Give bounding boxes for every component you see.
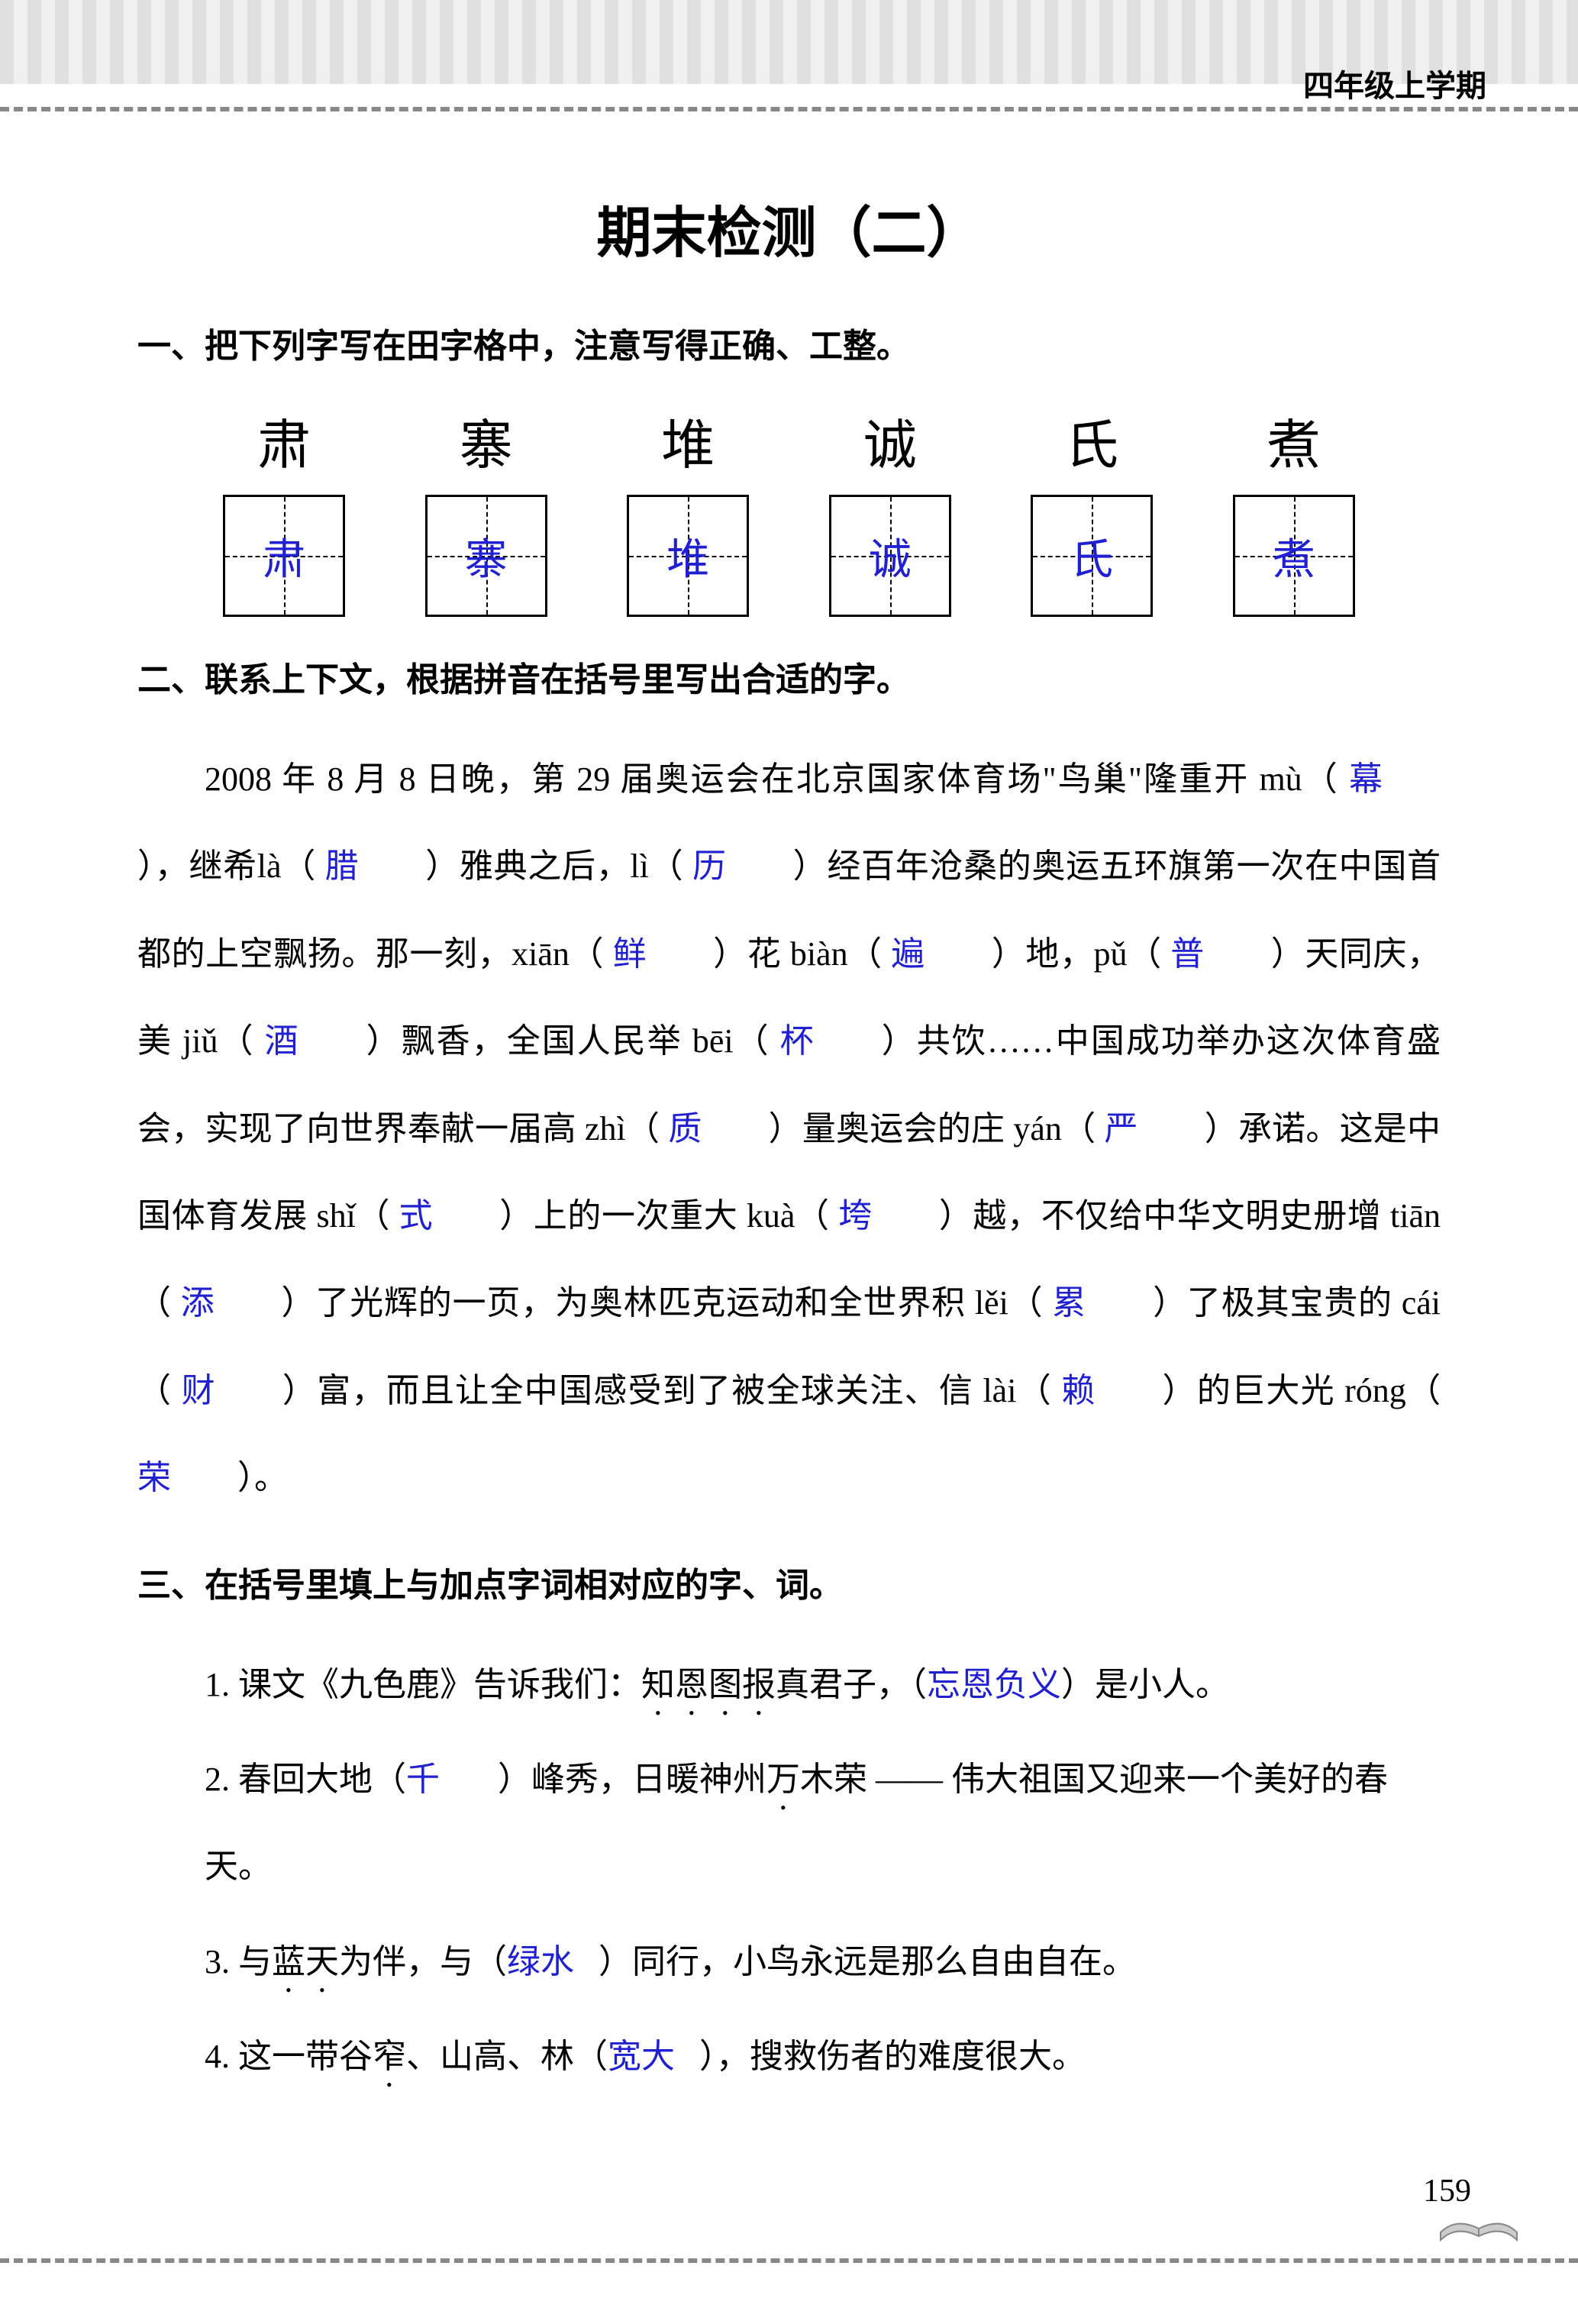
answer: 遍 <box>891 911 983 998</box>
answer: 鲜 <box>613 911 705 998</box>
text: ），继希là（ <box>137 847 316 885</box>
dotted-text: 知恩图报 <box>641 1666 776 1703</box>
grade-label: 四年级上学期 <box>1303 61 1486 105</box>
tianzi-answer: 氏 <box>1070 525 1113 587</box>
text: ）。 <box>237 1459 288 1496</box>
text: 真君子，（ <box>776 1666 927 1703</box>
text: ），搜救伤者的难度很大。 <box>699 2038 1086 2075</box>
answer: 腊 <box>325 823 417 910</box>
footer-area: 159 <box>0 2187 1578 2278</box>
tianzi-cell: 堆 <box>627 495 749 617</box>
text: ）的巨大光 róng（ <box>1163 1372 1441 1409</box>
text: 课文《九色鹿》告诉我们： <box>230 1666 641 1703</box>
answer: 普 <box>1170 911 1262 998</box>
answer: 荣 <box>137 1435 229 1522</box>
answer: 严 <box>1105 1086 1196 1173</box>
section2-paragraph: 2008 年 8 月 8 日晚，第 29 届奥运会在北京国家体育场"鸟巢"隆重开… <box>137 736 1441 1522</box>
answer: 酒 <box>265 998 357 1085</box>
tianzi-cell: 煮 <box>1233 495 1355 617</box>
item-num: 3. <box>205 1943 230 1980</box>
header-band: 四年级上学期 <box>0 0 1578 84</box>
answer: 赖 <box>1061 1348 1153 1435</box>
hanzi-char: 肃 <box>223 402 345 479</box>
answer: 累 <box>1052 1260 1144 1347</box>
section3-item: 2. 春回大地（千）峰秀，日暖神州万木荣 —— 伟大祖国又迎来一个美好的春天。 <box>205 1736 1441 1911</box>
tianzi-answer: 肃 <box>263 525 305 587</box>
text: 春回大地（ <box>230 1761 406 1798</box>
content-area: 期末检测（二） 一、把下列字写在田字格中，注意写得正确、工整。 肃 寨 堆 诚 … <box>0 111 1578 2138</box>
page-title: 期末检测（二） <box>137 188 1441 268</box>
answer: 式 <box>399 1173 491 1260</box>
dotted-text: 蓝天 <box>272 1943 339 1980</box>
answer: 质 <box>668 1086 760 1173</box>
text: ）花 biàn（ <box>713 935 883 973</box>
text: ）富，而且让全中国感受到了被全球关注、信 lài（ <box>282 1372 1052 1409</box>
text: ）飘香，全国人民举 bēi（ <box>366 1022 770 1060</box>
answer: 垮 <box>838 1173 930 1260</box>
answer: 宽大 <box>608 2013 699 2100</box>
item-num: 2. <box>205 1761 230 1798</box>
answer: 绿水 <box>507 1919 599 2006</box>
text: ）是小人。 <box>1061 1666 1229 1703</box>
hanzi-char: 氏 <box>1031 402 1153 479</box>
answer: 千 <box>406 1736 498 1823</box>
item-num: 1. <box>205 1666 230 1703</box>
text: ）地，pǔ（ <box>992 935 1162 973</box>
section3-heading: 三、在括号里填上与加点字词相对应的字、词。 <box>137 1561 1441 1611</box>
hanzi-char: 堆 <box>627 402 749 479</box>
hanzi-char: 寨 <box>425 402 547 479</box>
text: 与 <box>230 1943 272 1980</box>
tianzi-cell: 诚 <box>829 495 951 617</box>
tianzi-cell: 氏 <box>1031 495 1153 617</box>
text: ）了光辉的一页，为奥林匹克运动和全世界积 lěi（ <box>281 1284 1043 1322</box>
text: 、山高、林（ <box>406 2038 608 2075</box>
section3-item: 4. 这一带谷窄、山高、林（宽大），搜救伤者的难度很大。 <box>205 2013 1441 2100</box>
text: ）上的一次重大 kuà（ <box>499 1197 829 1235</box>
text: ）同行，小鸟永远是那么自由自在。 <box>599 1943 1136 1980</box>
tianzi-answer: 寨 <box>465 525 508 587</box>
hanzi-display-row: 肃 寨 堆 诚 氏 煮 <box>183 402 1395 479</box>
text: ）峰秀，日暖神州 <box>498 1761 766 1798</box>
tianzi-cell: 肃 <box>223 495 345 617</box>
answer: 忘恩负义 <box>927 1641 1061 1728</box>
tianzi-answer: 煮 <box>1273 525 1315 587</box>
text: ）雅典之后，lì（ <box>425 847 683 885</box>
answer: 幕 <box>1349 736 1441 823</box>
book-icon <box>1433 2194 1525 2248</box>
answer: 历 <box>692 823 784 910</box>
tianzi-grid-row: 肃 寨 堆 诚 氏 煮 <box>183 495 1395 617</box>
tianzi-cell: 寨 <box>425 495 547 617</box>
tianzi-answer: 诚 <box>869 525 912 587</box>
dotted-text: 万 <box>766 1761 800 1798</box>
text: 这一带谷 <box>230 2038 373 2075</box>
item-num: 4. <box>205 2038 230 2075</box>
answer: 添 <box>181 1260 273 1347</box>
section3-item: 1. 课文《九色鹿》告诉我们：知恩图报真君子，（忘恩负义）是小人。 <box>205 1641 1441 1728</box>
hanzi-char: 煮 <box>1233 402 1355 479</box>
answer: 财 <box>182 1348 273 1435</box>
footer-divider <box>0 2258 1578 2263</box>
answer: 杯 <box>780 998 872 1085</box>
section1-heading: 一、把下列字写在田字格中，注意写得正确、工整。 <box>137 321 1441 372</box>
text: 2008 年 8 月 8 日晚，第 29 届奥运会在北京国家体育场"鸟巢"隆重开… <box>205 760 1339 798</box>
tianzi-answer: 堆 <box>666 525 709 587</box>
text: ）量奥运会的庄 yán（ <box>769 1110 1096 1147</box>
hanzi-char: 诚 <box>829 402 951 479</box>
page-container: 四年级上学期 期末检测（二） 一、把下列字写在田字格中，注意写得正确、工整。 肃… <box>0 0 1578 2324</box>
section2-heading: 二、联系上下文，根据拼音在括号里写出合适的字。 <box>137 655 1441 705</box>
dotted-text: 窄 <box>373 2038 406 2075</box>
text: 为伴，与（ <box>339 1943 507 1980</box>
section3-item: 3. 与蓝天为伴，与（绿水）同行，小鸟永远是那么自由自在。 <box>205 1919 1441 2006</box>
